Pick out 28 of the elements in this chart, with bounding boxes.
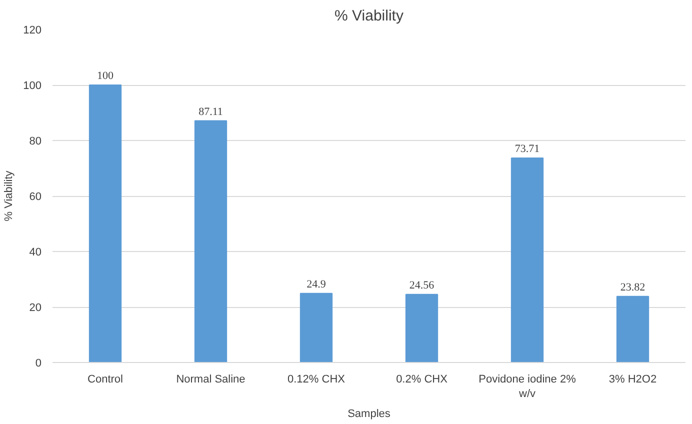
y-tick-label: 0 [35,358,42,370]
y-axis-title: % Viability [3,170,16,222]
data-label: 24.9 [306,278,326,290]
bar [194,120,228,362]
x-axis-title: Samples [348,408,391,420]
y-tick-label: 80 [29,136,42,148]
data-label: 23.82 [620,281,646,294]
y-tick-label: 20 [29,302,42,314]
x-tick-label: 3% H2O2 [608,374,657,386]
bar [616,296,650,362]
x-tick-label: Normal Saline [176,374,246,386]
chart-title: % Viability [334,8,404,24]
bar [88,84,122,362]
x-tick-label: 0.2% CHX [396,374,448,386]
x-tick-label: Povidone iodine 2% w/v [478,374,576,400]
data-label: 100 [97,70,114,82]
y-tick-label: 120 [23,24,42,36]
x-tick-label: Control [88,374,123,386]
x-tick-label: 0.12% CHX [288,374,346,386]
bar [510,157,544,362]
y-tick-label: 40 [29,246,42,258]
y-tick-label: 100 [23,80,42,92]
y-tick-label: 60 [29,191,42,203]
bar [300,292,333,362]
bar [405,294,438,362]
data-label: 24.56 [409,279,435,292]
data-label: 87.11 [198,106,223,118]
data-label: 73.71 [514,142,540,155]
